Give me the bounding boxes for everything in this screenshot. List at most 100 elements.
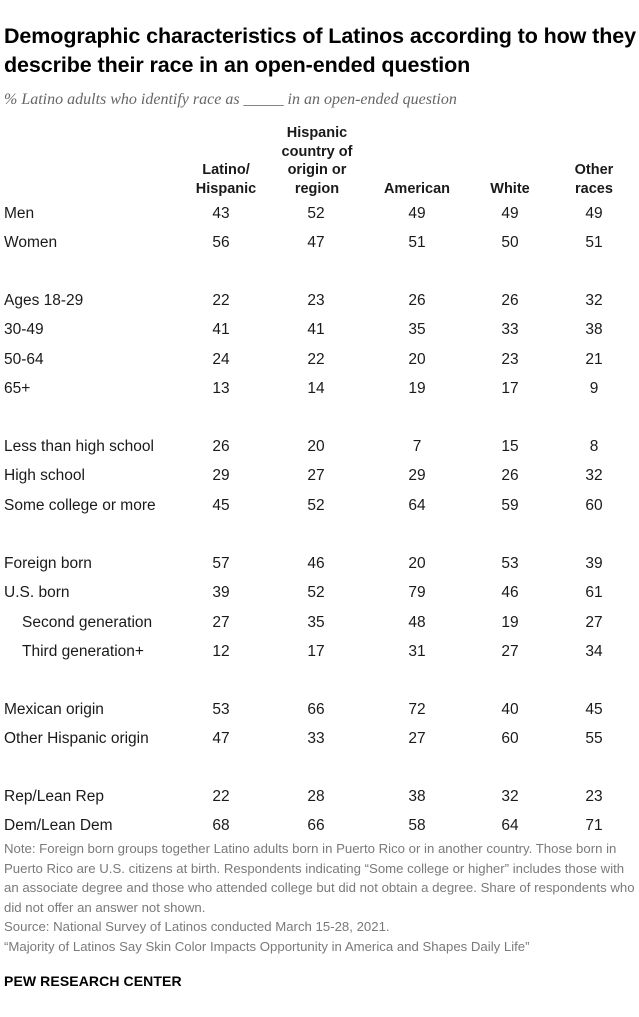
value-cell: 22 xyxy=(212,788,230,805)
table-row: 30-49 41 41 35 33 38 xyxy=(0,319,639,341)
value-cell: 45 xyxy=(585,701,603,718)
value-cell: 79 xyxy=(408,584,426,602)
value-cell: 61 xyxy=(585,584,603,602)
value-cell: 53 xyxy=(501,555,519,572)
value-cell: 21 xyxy=(585,350,603,368)
value-cell: 15 xyxy=(501,438,519,455)
value-cell: 35 xyxy=(307,613,325,631)
value-cell: 14 xyxy=(307,379,325,397)
table-row: Men 43 52 49 49 49 xyxy=(0,203,639,225)
value-cell: 43 xyxy=(212,205,230,222)
value-cell: 17 xyxy=(501,379,519,397)
table-row: Other Hispanic origin 47 33 27 60 55 xyxy=(0,728,639,750)
value-cell: 27 xyxy=(212,613,230,631)
value-cell: 41 xyxy=(307,321,325,339)
footnotes: Note: Foreign born groups together Latin… xyxy=(4,839,636,956)
value-cell: 8 xyxy=(589,438,599,455)
value-cell: 26 xyxy=(212,438,230,455)
value-cell: 47 xyxy=(212,730,230,748)
row-label: Some college or more xyxy=(4,496,156,514)
table-row: Second generation 27 35 48 19 27 xyxy=(0,612,639,634)
value-cell: 52 xyxy=(307,496,325,514)
column-header-other-races: Other races xyxy=(574,162,614,197)
value-cell: 27 xyxy=(408,730,426,748)
value-cell: 32 xyxy=(585,292,603,309)
value-cell: 27 xyxy=(307,467,325,485)
value-cell: 34 xyxy=(585,642,603,660)
value-cell: 23 xyxy=(501,350,519,368)
table-row: U.S. born 39 52 79 46 61 xyxy=(0,582,639,604)
value-cell: 39 xyxy=(212,584,230,602)
value-cell: 72 xyxy=(408,701,426,718)
value-cell: 13 xyxy=(212,379,230,397)
value-cell: 33 xyxy=(307,730,325,748)
row-label: Rep/Lean Rep xyxy=(4,788,104,805)
row-label: 50-64 xyxy=(4,350,44,368)
value-cell: 59 xyxy=(501,496,519,514)
value-cell: 19 xyxy=(408,379,426,397)
table-row: 50-64 24 22 20 23 21 xyxy=(0,349,639,371)
table-row: Ages 18-29 22 23 26 26 32 xyxy=(0,290,639,312)
value-cell: 22 xyxy=(307,350,325,368)
value-cell: 26 xyxy=(501,467,519,485)
value-cell: 38 xyxy=(408,788,426,805)
value-cell: 35 xyxy=(408,321,426,339)
row-label: Less than high school xyxy=(4,438,154,455)
value-cell: 31 xyxy=(408,642,426,660)
value-cell: 41 xyxy=(212,321,230,339)
value-cell: 52 xyxy=(307,205,325,222)
row-label: Dem/Lean Dem xyxy=(4,817,113,835)
table-row: Some college or more 45 52 64 59 60 xyxy=(0,495,639,517)
value-cell: 33 xyxy=(501,321,519,339)
value-cell: 55 xyxy=(585,730,603,748)
value-cell: 64 xyxy=(408,496,426,514)
value-cell: 32 xyxy=(501,788,519,805)
source-text: Source: National Survey of Latinos condu… xyxy=(4,919,390,934)
row-label: 30-49 xyxy=(4,321,44,339)
value-cell: 17 xyxy=(307,642,325,660)
row-label: Foreign born xyxy=(4,555,92,572)
value-cell: 27 xyxy=(501,642,519,660)
value-cell: 46 xyxy=(307,555,325,572)
column-header-latino-hispanic: Latino/ Hispanic xyxy=(195,162,257,197)
value-cell: 39 xyxy=(585,555,603,572)
row-label: Men xyxy=(4,205,35,222)
report-title: “Majority of Latinos Say Skin Color Impa… xyxy=(4,938,530,954)
value-cell: 19 xyxy=(501,613,519,631)
value-cell: 52 xyxy=(307,584,325,602)
value-cell: 24 xyxy=(212,350,230,368)
note-text: Note: Foreign born groups together Latin… xyxy=(4,841,635,915)
value-cell: 51 xyxy=(585,234,603,252)
row-label: Third generation+ xyxy=(22,642,144,660)
value-cell: 29 xyxy=(212,467,230,485)
table-row: Dem/Lean Dem 68 66 58 64 71 xyxy=(0,815,639,837)
value-cell: 51 xyxy=(408,234,426,252)
table-row: Women 56 47 51 50 51 xyxy=(0,232,639,254)
row-label: Other Hispanic origin xyxy=(4,730,149,748)
value-cell: 60 xyxy=(585,496,603,514)
value-cell: 23 xyxy=(307,292,325,309)
row-label: Second generation xyxy=(22,613,153,631)
value-cell: 56 xyxy=(212,234,230,252)
value-cell: 47 xyxy=(307,234,325,252)
column-header-white: White xyxy=(490,180,530,197)
value-cell: 26 xyxy=(501,292,519,309)
value-cell: 46 xyxy=(501,584,519,602)
value-cell: 66 xyxy=(307,701,325,718)
row-label: High school xyxy=(4,467,85,485)
value-cell: 7 xyxy=(412,438,422,455)
value-cell: 12 xyxy=(212,642,230,660)
value-cell: 58 xyxy=(408,817,426,835)
brand-logo-text: PEW RESEARCH CENTER xyxy=(4,973,182,989)
chart-title: Demographic characteristics of Latinos a… xyxy=(4,24,636,77)
value-cell: 29 xyxy=(408,467,426,485)
table-row: Third generation+ 12 17 31 27 34 xyxy=(0,641,639,663)
value-cell: 27 xyxy=(585,613,603,631)
column-header-american: American xyxy=(383,180,451,197)
row-label: Women xyxy=(4,234,58,252)
row-label: 65+ xyxy=(4,379,31,397)
row-label: U.S. born xyxy=(4,584,70,602)
table-row: High school 29 27 29 26 32 xyxy=(0,465,639,487)
value-cell: 68 xyxy=(212,817,230,835)
table-row: Less than high school 26 20 7 15 8 xyxy=(0,436,639,458)
